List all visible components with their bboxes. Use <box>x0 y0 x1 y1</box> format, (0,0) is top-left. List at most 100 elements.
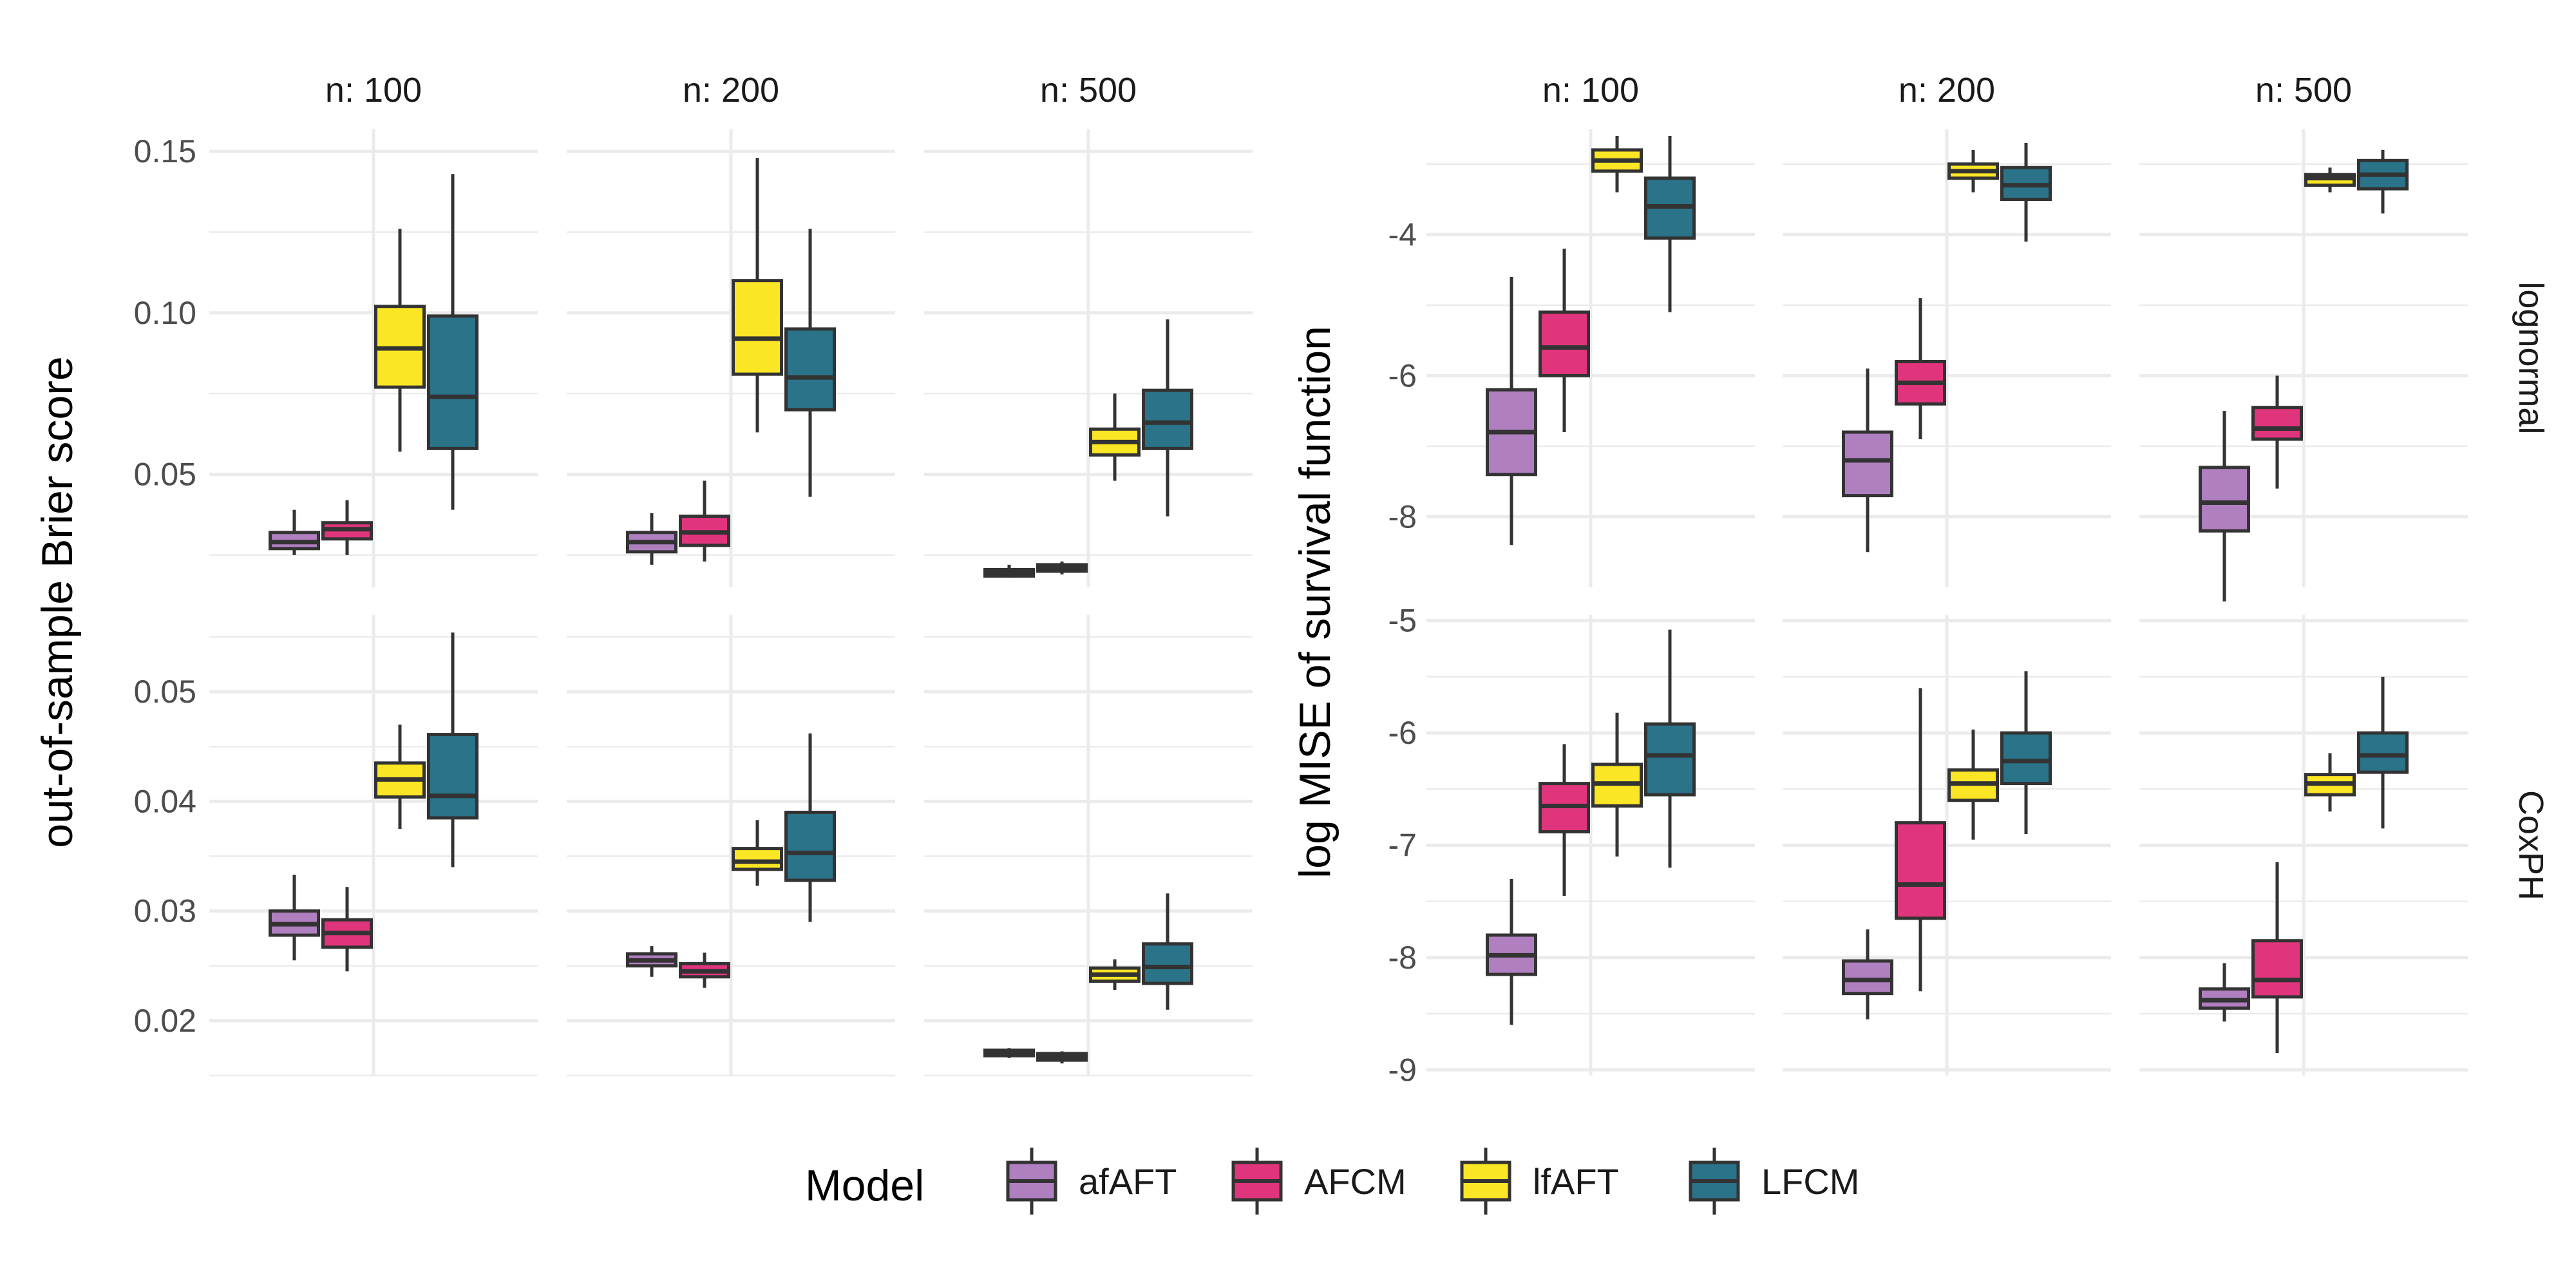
chart-brier: 0.05 0.10 0.15 n: 100 n: 200 n: 500 0.02 0.03 0.… <box>33 71 1253 1077</box>
panel-mise-CoxPH-3 <box>2139 615 2468 1075</box>
y-tick-label: 0.05 <box>134 674 196 710</box>
y-tick-label: 0.15 <box>134 133 196 169</box>
legend-item-AFCM: AFCM <box>1231 1148 1406 1215</box>
box-lfAFT <box>374 724 426 829</box>
box-LFCM <box>1142 893 1193 1010</box>
y-tick-label: 0.04 <box>134 783 196 819</box>
panel-mise-lognormal-1 <box>1426 129 1755 587</box>
row-strip-label: CoxPH <box>2512 790 2550 900</box>
panel-brier-CoxPH-3 <box>924 615 1253 1077</box>
box-LFCM-iqr <box>1142 942 1193 985</box>
box-lfAFT <box>1947 729 1999 840</box>
legend-label-LFCM: LFCM <box>1761 1161 1859 1202</box>
box-AFCM <box>1895 298 1946 439</box>
box-lfAFT <box>2304 167 2356 193</box>
box-LFCM <box>2357 676 2409 829</box>
box-lfAFT <box>374 229 426 452</box>
facet-strip-label: n: 500 <box>1040 71 1137 109</box>
y-axis-title: out-of-sample Brier score <box>33 356 82 848</box>
box-lfAFT <box>2304 753 2356 812</box>
box-afAFT <box>1842 929 1893 1019</box>
box-afAFT <box>626 946 677 977</box>
facet-strip-label: n: 100 <box>1542 71 1639 109</box>
box-afAFT <box>2199 963 2250 1022</box>
panel-brier-lognormal-1 <box>209 129 538 587</box>
box-AFCM <box>1036 561 1088 574</box>
box-afAFT-iqr <box>1842 430 1893 498</box>
box-LFCM <box>784 733 836 922</box>
box-afAFT <box>269 875 320 961</box>
panel-brier-CoxPH-1 <box>209 615 538 1077</box>
box-AFCM <box>679 952 730 988</box>
box-afAFT <box>1486 277 1537 545</box>
chart-mise: -8 -6 -4 n: 100 n: 200 n: 500 lognormal -9 -8 -7 -… <box>1291 71 2550 1088</box>
box-LFCM <box>2000 671 2052 835</box>
panel-brier-lognormal-2 <box>567 129 895 587</box>
legend-item-lfAFT: lfAFT <box>1460 1148 1619 1215</box>
box-AFCM <box>321 887 373 972</box>
panel-mise-CoxPH-1 <box>1426 615 1755 1075</box>
panel-brier-lognormal-3 <box>924 129 1253 587</box>
box-lfAFT <box>732 158 783 433</box>
box-lfAFT <box>1089 393 1141 481</box>
box-AFCM <box>1539 249 1590 433</box>
box-lfAFT-iqr <box>732 847 783 871</box>
legend-label-lfAFT: lfAFT <box>1533 1161 1619 1202</box>
box-LFCM <box>1644 135 1696 312</box>
box-LFCM <box>2000 142 2052 242</box>
legend-title: Model <box>805 1161 924 1210</box>
y-tick-label: -7 <box>1388 828 1417 864</box>
box-lfAFT <box>1947 149 1999 193</box>
box-afAFT-iqr <box>2199 466 2250 533</box>
legend-label-AFCM: AFCM <box>1304 1161 1406 1202</box>
box-LFCM <box>2357 149 2409 214</box>
box-lfAFT <box>1089 959 1141 990</box>
facet-strip-label: n: 500 <box>2255 71 2352 109</box>
y-tick-label: 0.02 <box>134 1003 196 1039</box>
box-LFCM <box>1644 629 1696 868</box>
box-AFCM <box>1539 744 1590 896</box>
box-AFCM <box>2251 862 2303 1054</box>
y-tick-label: -8 <box>1388 498 1417 535</box>
box-lfAFT-iqr <box>732 279 783 376</box>
legend-label-afAFT: afAFT <box>1079 1161 1177 1202</box>
box-LFCM <box>1142 319 1193 516</box>
panel-brier-CoxPH-2 <box>567 615 895 1077</box>
legend-item-LFCM: LFCM <box>1689 1148 1859 1215</box>
box-LFCM-iqr <box>2000 731 2052 786</box>
box-afAFT <box>269 509 320 555</box>
legend-item-afAFT: afAFT <box>1006 1148 1177 1215</box>
box-lfAFT <box>1591 135 1643 193</box>
box-AFCM <box>321 500 373 555</box>
box-afAFT <box>1486 878 1537 1025</box>
box-AFCM <box>1036 1051 1088 1064</box>
box-afAFT <box>1842 368 1893 553</box>
y-tick-label: -6 <box>1388 715 1417 751</box>
box-LFCM-iqr <box>1142 388 1193 450</box>
box-AFCM <box>1895 688 1946 992</box>
box-AFCM-iqr <box>2251 939 2303 999</box>
box-lfAFT <box>1591 712 1643 857</box>
panel-mise-CoxPH-2 <box>1783 615 2111 1075</box>
y-tick-label: -9 <box>1388 1052 1417 1088</box>
box-LFCM-iqr <box>2357 731 2409 774</box>
facet-strip-label: n: 100 <box>325 71 422 109</box>
box-LFCM-iqr <box>427 314 478 450</box>
box-LFCM <box>784 229 836 497</box>
box-LFCM <box>427 632 478 867</box>
box-LFCM-iqr <box>427 733 478 820</box>
box-afAFT <box>983 1048 1035 1058</box>
legend: Model afAFT AFCM lfAFT LFCM <box>805 1148 1859 1215</box>
box-afAFT <box>626 513 677 565</box>
facet-strip-label: n: 200 <box>683 71 779 109</box>
y-tick-label: -4 <box>1388 216 1417 252</box>
box-AFCM-iqr <box>1895 821 1946 920</box>
box-AFCM-iqr <box>1539 310 1590 377</box>
box-LFCM-iqr <box>784 327 836 412</box>
box-AFCM <box>679 480 730 562</box>
box-LFCM-iqr <box>784 810 836 882</box>
panel-mise-lognormal-3 <box>2139 129 2468 601</box>
y-tick-label: 0.05 <box>134 457 196 493</box>
y-tick-label: 0.10 <box>134 295 196 331</box>
